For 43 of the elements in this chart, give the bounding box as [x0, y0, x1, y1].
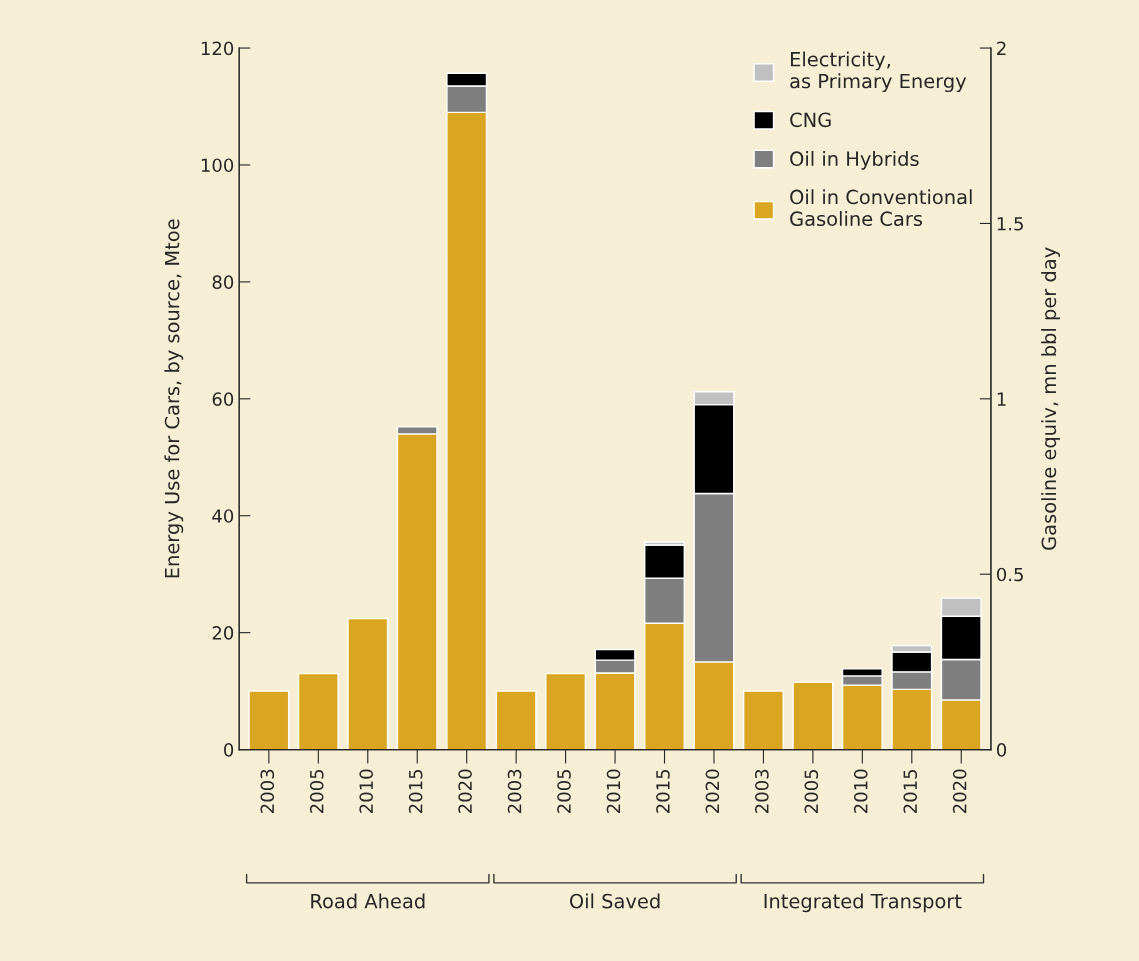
y-tick-label: 20 [212, 626, 234, 640]
y2-tick-label: 2 [997, 41, 1006, 55]
y2-tick-label: 0 [996, 743, 1007, 757]
x-tick-label: 2005 [804, 769, 819, 813]
bar [742, 690, 784, 750]
legend-label: Oil in Conventional Gasoline Cars [790, 189, 972, 227]
x-tick-label: 2010 [853, 769, 868, 813]
y2-tick-label: 1 [997, 392, 1006, 406]
text: Road Ahead [311, 893, 425, 909]
bar [545, 672, 587, 750]
x-tick-label: 2020 [705, 769, 720, 813]
x-tick-label: 2015 [903, 769, 918, 813]
x-tick-label: 2003 [260, 769, 275, 813]
bar [792, 681, 834, 750]
x-tick-label: 2020 [458, 769, 472, 813]
x-tick-label: 2010 [359, 769, 374, 813]
x-tick-label: 2003 [755, 769, 769, 813]
y-tick-label: 60 [212, 392, 234, 406]
x-tick-label: 2005 [309, 769, 324, 813]
y-tick-label: 0 [224, 743, 234, 757]
legend-label: CNG [790, 112, 831, 128]
text: Oil Saved [569, 893, 660, 909]
y-tick-label: 80 [212, 275, 234, 290]
y-tick-label: 100 [201, 158, 234, 173]
x-tick-label: 2020 [952, 769, 967, 813]
x-tick-label: 2003 [507, 769, 522, 813]
bar [248, 690, 290, 750]
legend-label: Oil in Hybrids [790, 150, 919, 170]
bar [297, 672, 339, 750]
y2-tick-label: 1.5 [997, 217, 1023, 231]
x-tick-label: 2015 [408, 769, 423, 813]
text: Integrated Transport [764, 893, 962, 913]
y2-axis-title: Gasoline equiv, mn bbl per day [1041, 247, 1060, 550]
x-tick-label: 2005 [557, 769, 571, 813]
y-axis-title: Energy Use for Cars, by source, Mtoe [164, 219, 184, 578]
y2-tick-label: 0.5 [996, 567, 1023, 582]
y-tick-label: 40 [212, 509, 234, 523]
bar [347, 617, 389, 750]
legend-label: Electricity, as Primary Energy [790, 51, 967, 93]
y-tick-label: 120 [201, 41, 234, 56]
x-tick-label: 2010 [606, 769, 621, 813]
x-tick-label: 2015 [656, 769, 670, 813]
bar [495, 690, 537, 750]
